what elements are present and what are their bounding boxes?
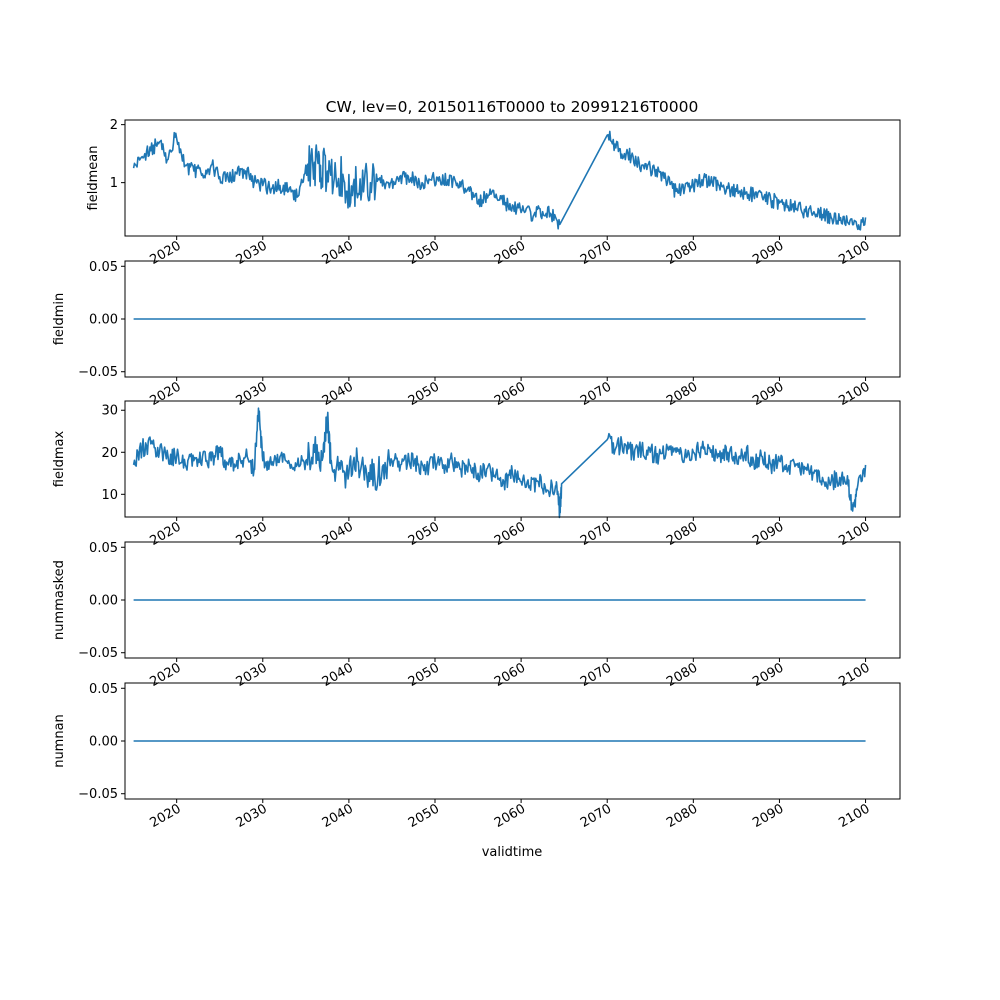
fieldmax-ytick-label: 30 xyxy=(101,404,118,419)
fieldmax-series-line xyxy=(132,407,867,519)
fieldmax-ytick-label: 10 xyxy=(101,488,118,503)
fieldmax-axes-frame xyxy=(124,400,901,518)
fieldmin-ytick-label: −0.05 xyxy=(78,365,118,380)
fieldmin-ytick-label: 0.00 xyxy=(89,313,118,328)
numnan-ytick-label: 0.00 xyxy=(89,735,118,750)
x-axis-label: validtime xyxy=(482,845,543,860)
nummasked-y-axis-label: nummasked xyxy=(52,560,67,640)
fieldmin-ytick-label: 0.05 xyxy=(89,260,118,275)
numnan-y-axis-label: numnan xyxy=(52,714,67,768)
nummasked-ytick-label: 0.00 xyxy=(89,594,118,609)
fieldmean-ytick-label: 1 xyxy=(110,176,118,191)
numnan-ytick-label: 0.05 xyxy=(89,682,118,697)
nummasked-ytick-label: 0.05 xyxy=(89,541,118,556)
fieldmean-axes-frame xyxy=(124,119,901,237)
fieldmean-y-axis-label: fieldmean xyxy=(86,146,101,211)
fieldmean-series-line xyxy=(132,130,867,231)
numnan-ytick-label: −0.05 xyxy=(78,787,118,802)
fieldmax-ytick-label: 20 xyxy=(101,446,118,461)
fieldmax-y-axis-label: fieldmax xyxy=(52,431,67,488)
nummasked-ytick-label: −0.05 xyxy=(78,646,118,661)
fieldmin-y-axis-label: fieldmin xyxy=(52,293,67,346)
figure-title: CW, lev=0, 20150116T0000 to 20991216T000… xyxy=(326,98,699,116)
fieldmean-ytick-label: 2 xyxy=(110,118,118,133)
